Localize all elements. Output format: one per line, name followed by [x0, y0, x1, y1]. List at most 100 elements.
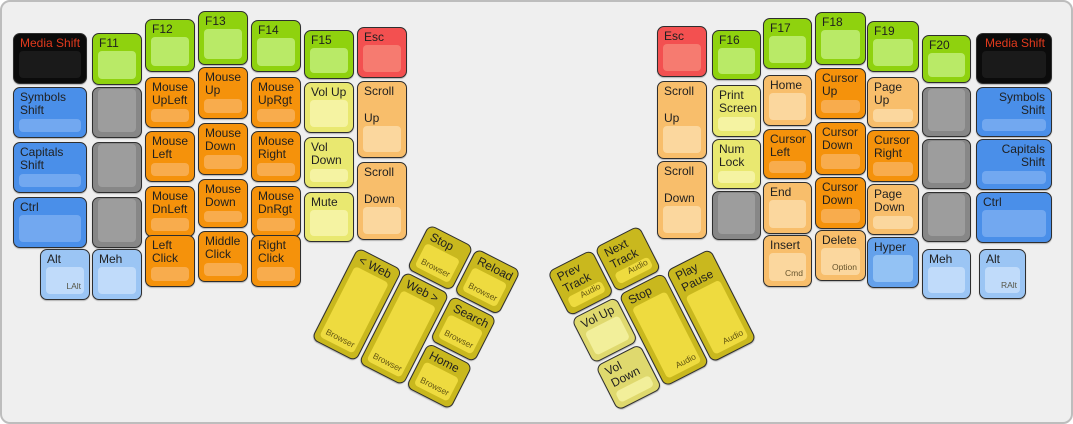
key-mouse-uprgt[interactable]: Mouse UpRgt	[251, 77, 301, 128]
key-blank-r1[interactable]	[712, 191, 761, 240]
keycap-face	[982, 170, 1046, 184]
key-alt-left[interactable]: Alt LAlt	[40, 249, 90, 300]
key-label: Esc	[364, 30, 385, 44]
key-blank-l2[interactable]	[92, 142, 142, 193]
key-mouse-down-1[interactable]: Mouse Down	[198, 123, 248, 175]
keycap-face	[769, 160, 806, 173]
keycap-face	[310, 100, 348, 127]
key-label: Mouse UpRgt	[258, 80, 295, 108]
key-label: Symbols Shift	[998, 90, 1045, 118]
key-scroll-down-left[interactable]: Scroll Down	[357, 162, 407, 240]
key-capitals-shift-left[interactable]: Capitals Shift	[13, 142, 87, 193]
key-cursor-right[interactable]: Cursor Right	[867, 130, 919, 182]
key-label: Vol Up	[311, 85, 347, 99]
keycap-face	[98, 144, 136, 187]
key-label: F13	[205, 14, 226, 28]
keycap-face	[718, 170, 755, 183]
key-cursor-down-1[interactable]: Cursor Down	[815, 122, 866, 175]
keycap-face	[769, 253, 806, 281]
key-label: Delete	[822, 233, 857, 247]
keycap-face	[928, 89, 965, 131]
keycap-face	[928, 194, 965, 236]
key-f11[interactable]: F11	[92, 33, 142, 85]
key-vol-up-left[interactable]: Vol Up	[304, 82, 354, 133]
key-f15[interactable]: F15	[304, 30, 354, 79]
keycap-face	[873, 161, 913, 176]
key-label: Insert	[770, 238, 801, 252]
key-meh-left[interactable]: Meh	[92, 249, 142, 300]
keycap-face	[98, 51, 136, 79]
keycap-face	[204, 29, 242, 59]
key-scroll-up-left[interactable]: Scroll Up	[357, 81, 407, 158]
key-blank-r2[interactable]	[922, 87, 971, 137]
key-cursor-down-2[interactable]: Cursor Down	[815, 177, 866, 229]
key-mouse-right[interactable]: Mouse Right	[251, 131, 301, 182]
key-symbols-shift-left[interactable]: Symbols Shift	[13, 87, 87, 138]
key-blank-l1[interactable]	[92, 87, 142, 138]
keycap-face	[663, 206, 701, 233]
key-scroll-down-right[interactable]: Scroll Down	[657, 161, 707, 239]
key-cursor-up[interactable]: Cursor Up	[815, 68, 866, 119]
keycap-face	[257, 108, 295, 122]
key-print-screen[interactable]: Print Screen	[712, 85, 761, 137]
keycap-face	[982, 51, 1046, 78]
key-end[interactable]: End	[763, 182, 812, 234]
key-mouse-dnrgt[interactable]: Mouse DnRgt	[251, 186, 301, 237]
key-sublabel: Cmd	[785, 268, 803, 278]
key-blank-r3[interactable]	[922, 139, 971, 189]
key-media-shift-right[interactable]: Media Shift	[976, 33, 1052, 84]
key-ctrl-right[interactable]: Ctrl	[976, 192, 1052, 243]
key-esc-right[interactable]: Esc	[657, 26, 707, 77]
key-mouse-dnleft[interactable]: Mouse DnLeft	[145, 186, 195, 237]
key-f16[interactable]: F16	[712, 30, 761, 80]
keycap-face	[821, 99, 860, 113]
keycap-face	[151, 266, 189, 281]
key-label: Scroll Up	[664, 84, 695, 125]
key-hyper[interactable]: Hyper	[867, 237, 919, 288]
key-f20[interactable]: F20	[922, 35, 971, 83]
key-num-lock[interactable]: Num Lock	[712, 139, 761, 189]
keycap-face	[98, 199, 136, 242]
key-page-down[interactable]: Page Down	[867, 184, 919, 235]
key-f18[interactable]: F18	[815, 12, 866, 65]
keycap-face	[151, 108, 189, 122]
key-right-click[interactable]: Right Click	[251, 235, 301, 287]
key-label: Ctrl	[20, 200, 39, 214]
key-label: Mouse Left	[152, 134, 189, 162]
key-mute[interactable]: Mute	[304, 192, 354, 242]
keycap-face	[204, 262, 242, 276]
key-esc-left[interactable]: Esc	[357, 27, 407, 78]
key-f13[interactable]: F13	[198, 11, 248, 65]
key-left-click[interactable]: Left Click	[145, 235, 195, 287]
key-capitals-shift-right[interactable]: Capitals Shift	[976, 139, 1052, 190]
key-f12[interactable]: F12	[145, 19, 195, 72]
key-mouse-upleft[interactable]: Mouse UpLeft	[145, 77, 195, 128]
keycap-face	[98, 89, 136, 132]
keycap-face	[310, 210, 348, 236]
key-mouse-up[interactable]: Mouse Up	[198, 67, 248, 119]
key-mouse-left[interactable]: Mouse Left	[145, 131, 195, 182]
key-media-shift-left[interactable]: Media Shift	[13, 33, 87, 84]
key-delete[interactable]: Delete Option	[815, 230, 866, 281]
key-mouse-down-2[interactable]: Mouse Down	[198, 179, 248, 228]
key-cursor-left[interactable]: Cursor Left	[763, 129, 812, 179]
key-blank-r4[interactable]	[922, 192, 971, 242]
key-f14[interactable]: F14	[251, 20, 301, 72]
key-middle-click[interactable]: Middle Click	[198, 231, 248, 282]
key-f19[interactable]: F19	[867, 21, 919, 72]
key-ctrl-left[interactable]: Ctrl	[13, 197, 87, 248]
key-vol-down-left[interactable]: Vol Down	[304, 137, 354, 188]
key-alt-right[interactable]: Alt RAlt	[979, 249, 1026, 299]
key-meh-right[interactable]: Meh	[922, 249, 971, 299]
keycap-face	[19, 215, 81, 242]
keycap-face	[769, 36, 806, 63]
keycap-face	[663, 44, 701, 71]
key-page-up[interactable]: Page Up	[867, 77, 919, 128]
key-symbols-shift-right[interactable]: Symbols Shift	[976, 87, 1052, 137]
key-blank-l3[interactable]	[92, 197, 142, 248]
key-home-right[interactable]: Home	[763, 75, 812, 126]
key-insert[interactable]: Insert Cmd	[763, 235, 812, 287]
key-label: Cursor Up	[822, 71, 859, 99]
key-f17[interactable]: F17	[763, 18, 812, 69]
key-scroll-up-right[interactable]: Scroll Up	[657, 81, 707, 159]
